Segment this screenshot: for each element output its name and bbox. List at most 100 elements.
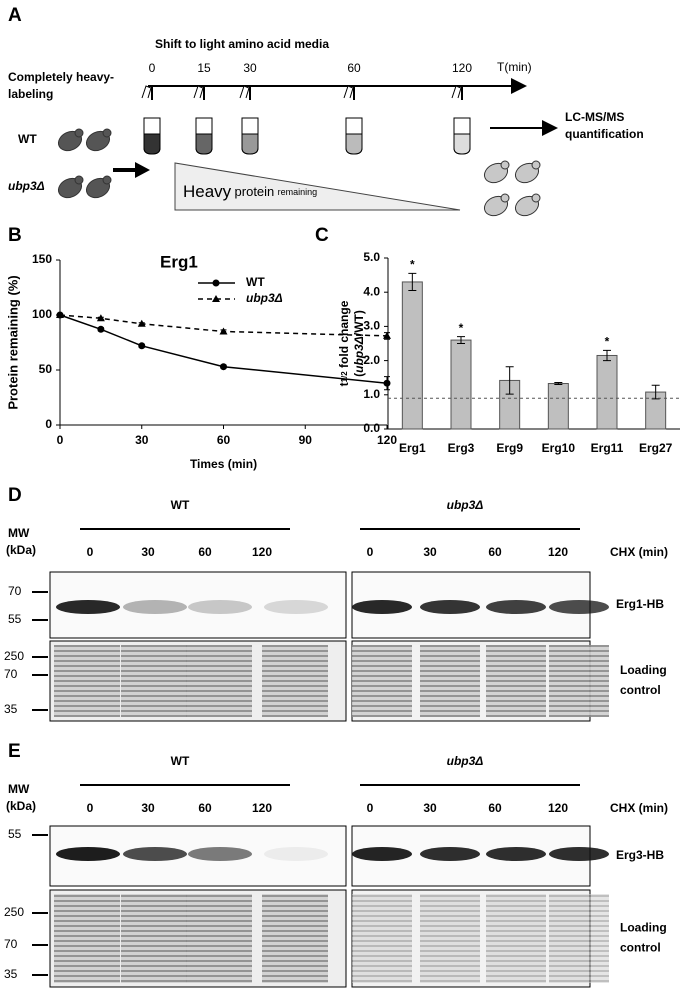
y-tick-label: 4.0 [363, 284, 380, 298]
panel-c: C 0.0 1.0 2.0 3.0 4.0 5.0 t1/2 fold change(ubp3… [315, 225, 680, 455]
y-tick-label: 100 [32, 307, 52, 321]
y-axis-label-part: ubp3Δ [352, 336, 366, 373]
tube-fill [241, 133, 259, 155]
y-tick-label: 0 [45, 417, 52, 431]
lane-label: 120 [252, 545, 272, 559]
band [352, 847, 412, 861]
mw-marker: 35 [4, 702, 18, 716]
output-text: quantification [565, 127, 644, 141]
lane-label: 0 [367, 801, 374, 815]
legend-label: WT [246, 275, 265, 289]
x-tick-label: 90 [299, 433, 313, 447]
bar [596, 354, 618, 430]
y-axis-label-part: 1/2 [340, 371, 349, 383]
group-label: WT [171, 498, 190, 512]
timepoint-label: 30 [243, 61, 257, 75]
arrow [113, 162, 150, 178]
band [264, 600, 328, 614]
error-bar [408, 272, 417, 291]
x-tick-label: Erg3 [448, 441, 475, 455]
legend-marker [212, 295, 220, 302]
time-unit: T(min) [497, 60, 532, 74]
mw-label: MW [8, 782, 30, 796]
band [188, 847, 252, 861]
y-axis-label: Protein remaining (%) [5, 275, 20, 409]
point [97, 325, 105, 333]
lane-label: 60 [198, 801, 212, 815]
band [486, 847, 546, 861]
point [220, 363, 227, 371]
y-tick-label: 3.0 [363, 319, 380, 333]
group-label: ubp3Δ [447, 498, 484, 512]
bud [74, 128, 84, 138]
tube-fill [345, 133, 363, 155]
x-tick-label: 60 [217, 433, 231, 447]
tube-fill [143, 133, 161, 155]
band [123, 847, 187, 861]
y-axis-label-part: ( [352, 373, 366, 377]
x-tick-label: Erg11 [591, 441, 624, 455]
bud [500, 160, 510, 170]
triangle [174, 162, 461, 211]
point [383, 331, 391, 339]
lane [54, 894, 120, 983]
timepoint-label: 15 [197, 61, 211, 75]
error-bar [603, 349, 611, 362]
mw-marker: 250 [4, 649, 24, 663]
y-tick-label: 0.0 [363, 421, 380, 435]
band [420, 847, 480, 861]
panel-e: E WT ubp3Δ MW (kDa) 0 30 60 120 0 30 60 120 CHX (min)… [4, 741, 668, 988]
lane [121, 894, 187, 983]
lane [352, 894, 412, 983]
x-tick-label: Erg1 [399, 441, 426, 455]
bud [74, 175, 84, 185]
tube-cap [239, 85, 250, 99]
panel-a: A Shift to light amino acid media T(min)… [8, 5, 644, 217]
point [56, 311, 64, 318]
panel-b: B Erg1 0 50 100 150 0 30 60 90 120 Times (min) Prote… [5, 225, 397, 471]
lane [54, 645, 120, 717]
error-bar [457, 336, 465, 344]
panel-label: B [8, 225, 22, 246]
lane [262, 894, 328, 983]
legend-label: ubp3Δ [246, 291, 283, 305]
x-axis-label: Times (min) [190, 457, 257, 471]
bud [531, 193, 541, 203]
tube-cap [343, 85, 354, 99]
y-axis-label-part: /WT) [352, 310, 366, 336]
tube-cap [193, 85, 204, 99]
triangle-text: Heavy protein remaining [183, 182, 317, 201]
y-tick-label: 2.0 [363, 353, 380, 367]
band [549, 600, 609, 614]
lane [121, 645, 187, 717]
tube-fill [195, 133, 213, 155]
bud [102, 128, 112, 138]
bud [102, 175, 112, 185]
point [96, 314, 105, 322]
heavy-text: labeling [8, 87, 53, 101]
panel-d: D WT ubp3Δ MW (kDa) 0 30 60 120 0 30 60 120 CHX (min)… [4, 485, 668, 722]
band [188, 600, 252, 614]
lane-label: 120 [252, 801, 272, 815]
lane [186, 645, 252, 717]
mw-label: (kDa) [6, 799, 36, 813]
lane [549, 894, 609, 983]
band [549, 847, 609, 861]
band [264, 847, 328, 861]
lane-label: 60 [488, 801, 502, 815]
mw-marker: 55 [8, 827, 22, 841]
lane [549, 645, 609, 717]
bud [531, 160, 541, 170]
tube-cap [141, 85, 152, 99]
y-tick-label: 5.0 [363, 250, 380, 264]
bar [401, 281, 423, 430]
lane [352, 645, 412, 717]
panel-label: A [8, 5, 22, 26]
x-tick-label: 30 [135, 433, 149, 447]
x-tick-label: Erg9 [496, 441, 523, 455]
heavy-text: Completely heavy- [8, 70, 114, 84]
band [486, 600, 546, 614]
group-label: WT [171, 754, 190, 768]
tube-cap [451, 85, 462, 99]
